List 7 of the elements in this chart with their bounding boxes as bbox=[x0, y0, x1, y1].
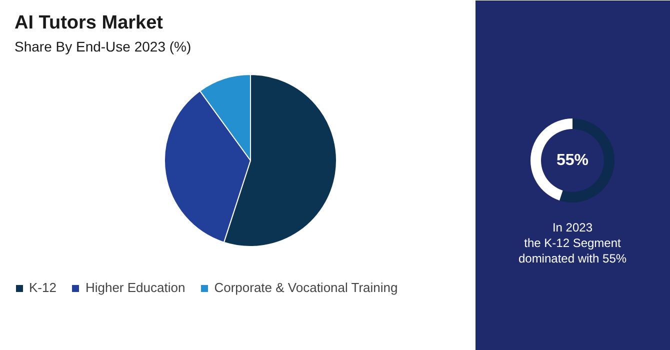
legend-label: Higher Education bbox=[85, 280, 186, 295]
text: In 2023 the K-12 Segment dominated with 55% bbox=[518, 220, 627, 266]
legend-label: Corporate & Vocational Training bbox=[214, 280, 398, 295]
data-label: 55% bbox=[556, 152, 589, 169]
legend-label: K-12 bbox=[29, 280, 56, 295]
chart-title: AI Tutors Market bbox=[14, 12, 164, 34]
chart-subtitle: Share By End-Use 2023 (%) bbox=[14, 38, 192, 54]
